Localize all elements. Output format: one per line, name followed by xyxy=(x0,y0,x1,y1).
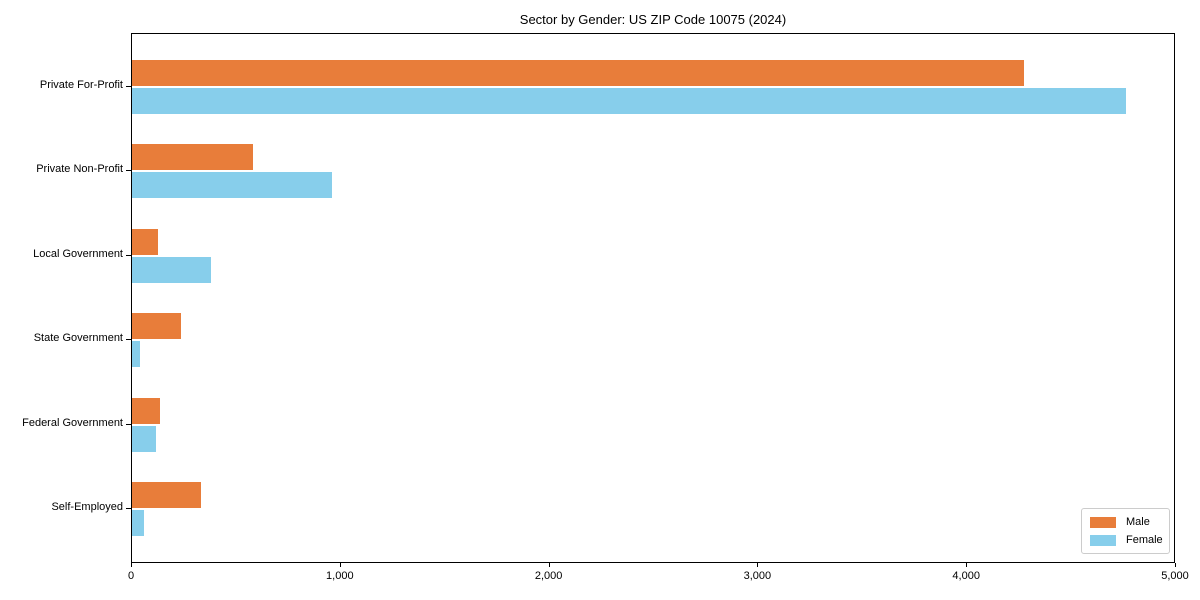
bar-female-private-for-profit xyxy=(132,88,1126,114)
ytick-mark xyxy=(126,508,131,509)
legend-item-male: Male xyxy=(1090,516,1161,528)
xtick-label-5000: 5,000 xyxy=(1161,570,1189,582)
bar-male-local-government xyxy=(132,228,159,255)
ytick-label-self-employed: Self-Employed xyxy=(51,501,123,513)
bar-male-federal-government xyxy=(132,397,161,424)
xtick-mark xyxy=(339,563,341,567)
bar-female-private-non-profit xyxy=(132,172,333,199)
bar-female-state-government xyxy=(132,341,141,368)
xtick-mark xyxy=(131,563,132,567)
chart-title: Sector by Gender: US ZIP Code 10075 (202… xyxy=(519,12,787,27)
xtick-mark xyxy=(548,563,550,567)
legend-swatch-male-icon xyxy=(1090,516,1116,528)
legend: Male Female xyxy=(1081,508,1170,554)
xtick-mark xyxy=(966,563,968,567)
xtick-mark xyxy=(757,563,759,567)
bar-female-self-employed xyxy=(132,510,144,536)
bar-male-private-for-profit xyxy=(132,60,1024,86)
ytick-mark xyxy=(126,423,131,425)
bar-male-self-employed xyxy=(132,482,201,508)
plot-area xyxy=(131,33,1175,563)
xtick-label-0: 0 xyxy=(127,570,135,582)
ytick-label-local-government: Local Government xyxy=(33,247,123,260)
xtick-label-2000: 2,000 xyxy=(534,570,563,582)
ytick-mark xyxy=(126,254,131,256)
bar-male-private-non-profit xyxy=(132,144,254,171)
legend-swatch-female-icon xyxy=(1090,534,1116,546)
ytick-mark xyxy=(126,170,131,172)
ytick-label-state-government: State Government xyxy=(33,332,123,345)
xtick-label-1000: 1,000 xyxy=(326,570,354,582)
ytick-mark xyxy=(126,86,131,87)
ytick-label-private-for-profit: Private For-Profit xyxy=(39,79,123,91)
legend-label-male: Male xyxy=(1126,516,1150,528)
bar-female-local-government xyxy=(132,256,212,283)
ytick-label-federal-government: Federal Government xyxy=(22,416,123,429)
xtick-label-4000: 4,000 xyxy=(952,570,980,582)
ytick-mark xyxy=(126,339,131,341)
legend-label-female: Female xyxy=(1126,534,1163,546)
xtick-mark xyxy=(1175,563,1176,567)
ytick-label-private-non-profit: Private Non-Profit xyxy=(36,163,123,176)
bar-male-state-government xyxy=(132,313,182,340)
xtick-label-3000: 3,000 xyxy=(743,570,772,582)
legend-item-female: Female xyxy=(1090,534,1163,546)
bar-female-federal-government xyxy=(132,425,156,452)
